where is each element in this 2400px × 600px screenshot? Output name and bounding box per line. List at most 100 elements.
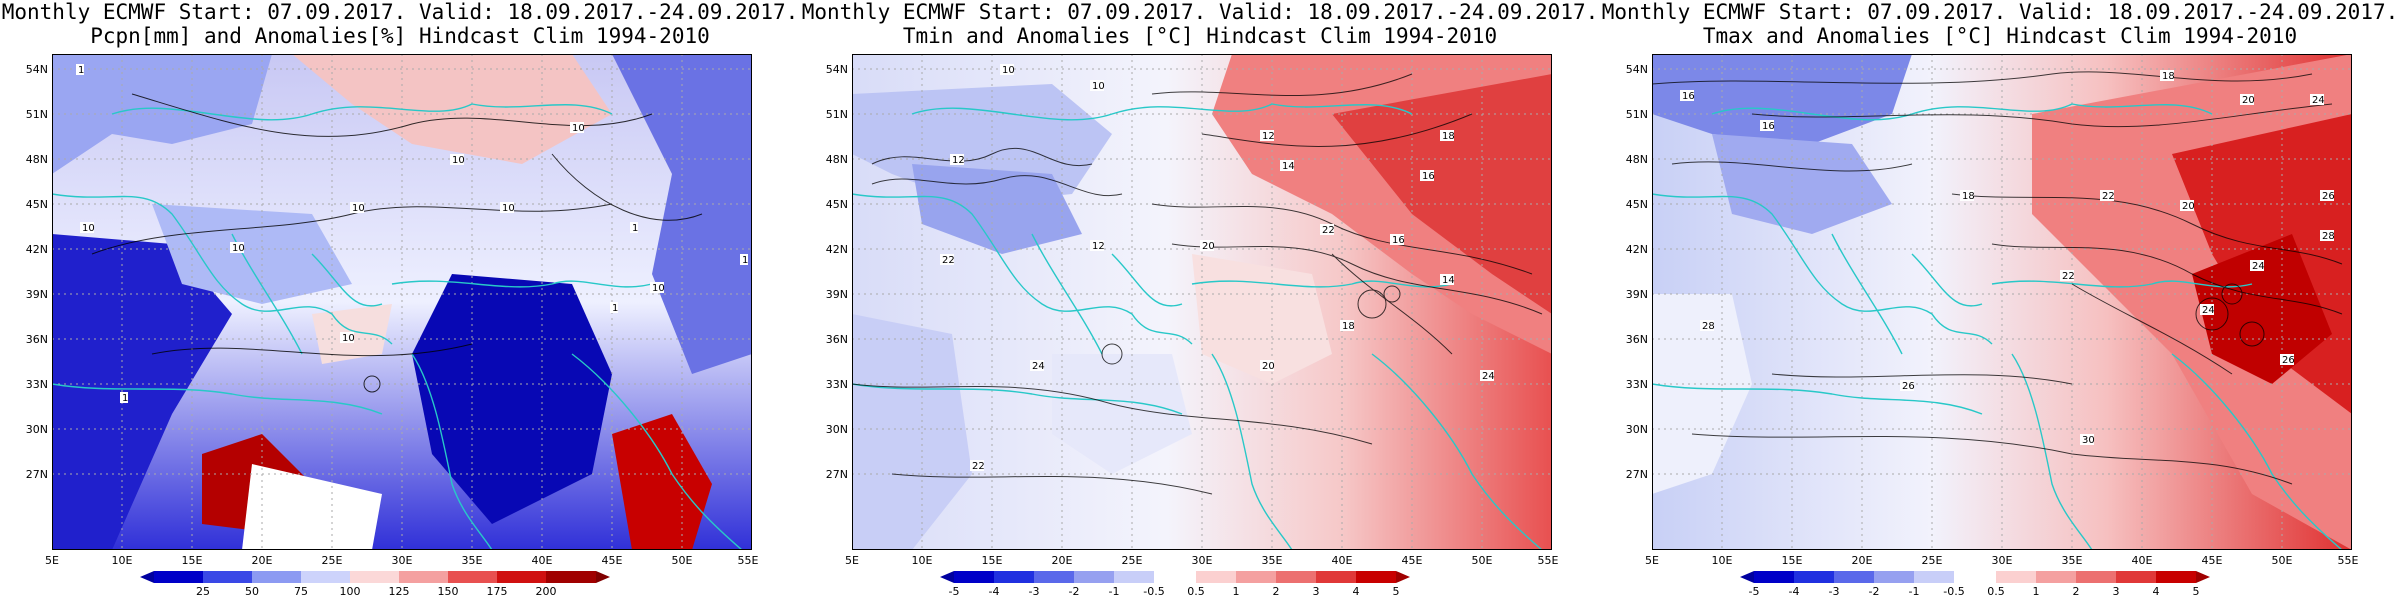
colorbar-label: 4	[2152, 585, 2160, 598]
map-axis-labels: 54N 51N 48N 45N 42N 39N 36N 33N 30N 27N …	[826, 63, 1559, 567]
svg-text:54N: 54N	[26, 63, 48, 76]
colorbar-label: -3	[1028, 585, 1040, 598]
colorbar-label: -0.5	[1943, 585, 1965, 598]
svg-text:20: 20	[2242, 95, 2255, 106]
contours	[852, 73, 1543, 495]
svg-text:45N: 45N	[26, 198, 48, 211]
colorbar-label: 3	[1312, 585, 1320, 598]
colorbar-label: -1	[1908, 585, 1920, 598]
svg-text:12: 12	[1262, 131, 1275, 142]
coastlines	[52, 103, 743, 550]
svg-text:26: 26	[2282, 355, 2295, 366]
panel-title-line1: Monthly ECMWF Start: 07.09.2017. Valid: …	[1601, 0, 2399, 24]
colorbar-label: -0.5	[1143, 585, 1165, 598]
svg-text:24: 24	[2312, 95, 2325, 106]
svg-text:50E: 50E	[672, 554, 693, 567]
colorbar-label: 1	[1232, 585, 1240, 598]
svg-text:51N: 51N	[826, 108, 848, 121]
panel-title-line2: Pcpn[mm] and Anomalies[%] Hindcast Clim …	[90, 24, 710, 48]
svg-text:20E: 20E	[1052, 554, 1073, 567]
coastlines	[1652, 103, 2343, 550]
tmax-anomaly-map: 16 18 20 22 24 26 28 30 26 24 22 20 18 1…	[1652, 54, 2352, 550]
svg-text:24: 24	[1032, 361, 1045, 372]
svg-text:55E: 55E	[738, 554, 759, 567]
svg-text:1: 1	[612, 303, 618, 314]
colorbar-label: -2	[1068, 585, 1080, 598]
svg-text:15E: 15E	[182, 554, 203, 567]
svg-text:30: 30	[2082, 435, 2095, 446]
svg-text:1: 1	[122, 393, 128, 404]
colorbar-label: -2	[1868, 585, 1880, 598]
svg-text:40E: 40E	[532, 554, 553, 567]
svg-text:55E: 55E	[2338, 554, 2359, 567]
contour-labels: 10 10 10 10 10 10 10 10 1 1 1 1 1	[76, 64, 748, 404]
svg-text:1: 1	[632, 223, 638, 234]
svg-text:16: 16	[1682, 91, 1695, 102]
map-axis-labels: 54N 51N 48N 45N 42N 39N 36N 33N 30N 27N …	[1626, 63, 2359, 567]
svg-text:22: 22	[1322, 225, 1335, 236]
svg-text:39N: 39N	[1626, 288, 1648, 301]
svg-text:16: 16	[1422, 171, 1435, 182]
svg-text:15E: 15E	[982, 554, 1003, 567]
svg-text:20: 20	[1262, 361, 1275, 372]
svg-text:18: 18	[1442, 131, 1455, 142]
svg-text:50E: 50E	[1472, 554, 1493, 567]
map-axis-labels: 54N 51N 48N 45N 42N 39N 36N 33N 30N 27N …	[26, 63, 759, 567]
svg-text:5E: 5E	[45, 554, 59, 567]
svg-text:33N: 33N	[1626, 378, 1648, 391]
panel-title-line2: Tmin and Anomalies [°C] Hindcast Clim 19…	[902, 24, 1498, 48]
colorbar	[140, 571, 610, 583]
svg-text:30E: 30E	[392, 554, 413, 567]
colorbar-label: 175	[486, 585, 508, 598]
precip-anomaly-map: 10 10 10 10 10 10 10 10 1 1 1 1 1	[52, 54, 752, 550]
colorbar	[1740, 571, 2210, 583]
svg-text:10: 10	[232, 243, 245, 254]
svg-text:40E: 40E	[1332, 554, 1353, 567]
svg-text:35E: 35E	[2062, 554, 2083, 567]
svg-text:35E: 35E	[1262, 554, 1283, 567]
svg-text:15E: 15E	[1782, 554, 1803, 567]
svg-text:10: 10	[452, 155, 465, 166]
svg-text:20E: 20E	[1852, 554, 1873, 567]
panel-title-line2: Tmax and Anomalies [°C] Hindcast Clim 19…	[1702, 24, 2298, 48]
panel-title-line1: Monthly ECMWF Start: 07.09.2017. Valid: …	[801, 0, 1599, 24]
svg-text:28: 28	[2322, 231, 2335, 242]
contour-labels: 16 18 20 22 24 26 28 30 26 24 22 20 18 1…	[1680, 70, 2335, 446]
svg-text:12: 12	[1092, 241, 1105, 252]
svg-text:10E: 10E	[112, 554, 133, 567]
svg-text:24: 24	[2252, 261, 2265, 272]
colorbar-label: -4	[1788, 585, 1800, 598]
svg-text:30N: 30N	[826, 423, 848, 436]
svg-text:48N: 48N	[1626, 153, 1648, 166]
coastlines	[852, 103, 1543, 550]
colorbar-label: 5	[1392, 585, 1400, 598]
svg-text:25E: 25E	[322, 554, 343, 567]
colorbar-label: 2	[1272, 585, 1280, 598]
colorbar-label: 100	[339, 585, 361, 598]
svg-text:10E: 10E	[912, 554, 933, 567]
svg-text:39N: 39N	[26, 288, 48, 301]
svg-text:30E: 30E	[1992, 554, 2013, 567]
colorbar-label: 50	[245, 585, 259, 598]
colorbar-label: 150	[437, 585, 459, 598]
svg-text:36N: 36N	[26, 333, 48, 346]
svg-text:30N: 30N	[1626, 423, 1648, 436]
svg-text:24: 24	[1482, 371, 1495, 382]
colorbar-label: 0.5	[1187, 585, 1205, 598]
svg-text:54N: 54N	[1626, 63, 1648, 76]
svg-text:33N: 33N	[26, 378, 48, 391]
colorbar-label: 0.5	[1987, 585, 2005, 598]
svg-text:10: 10	[352, 203, 365, 214]
svg-text:27N: 27N	[1626, 468, 1648, 481]
svg-text:10: 10	[1092, 81, 1105, 92]
svg-text:22: 22	[972, 461, 985, 472]
svg-text:10: 10	[1002, 65, 1015, 76]
graticule	[1652, 54, 2352, 550]
svg-text:35E: 35E	[462, 554, 483, 567]
svg-text:27N: 27N	[26, 468, 48, 481]
svg-text:20: 20	[1202, 241, 1215, 252]
svg-text:36N: 36N	[826, 333, 848, 346]
svg-text:10: 10	[342, 333, 355, 344]
svg-text:14: 14	[1442, 275, 1455, 286]
colorbar-label: 3	[2112, 585, 2120, 598]
